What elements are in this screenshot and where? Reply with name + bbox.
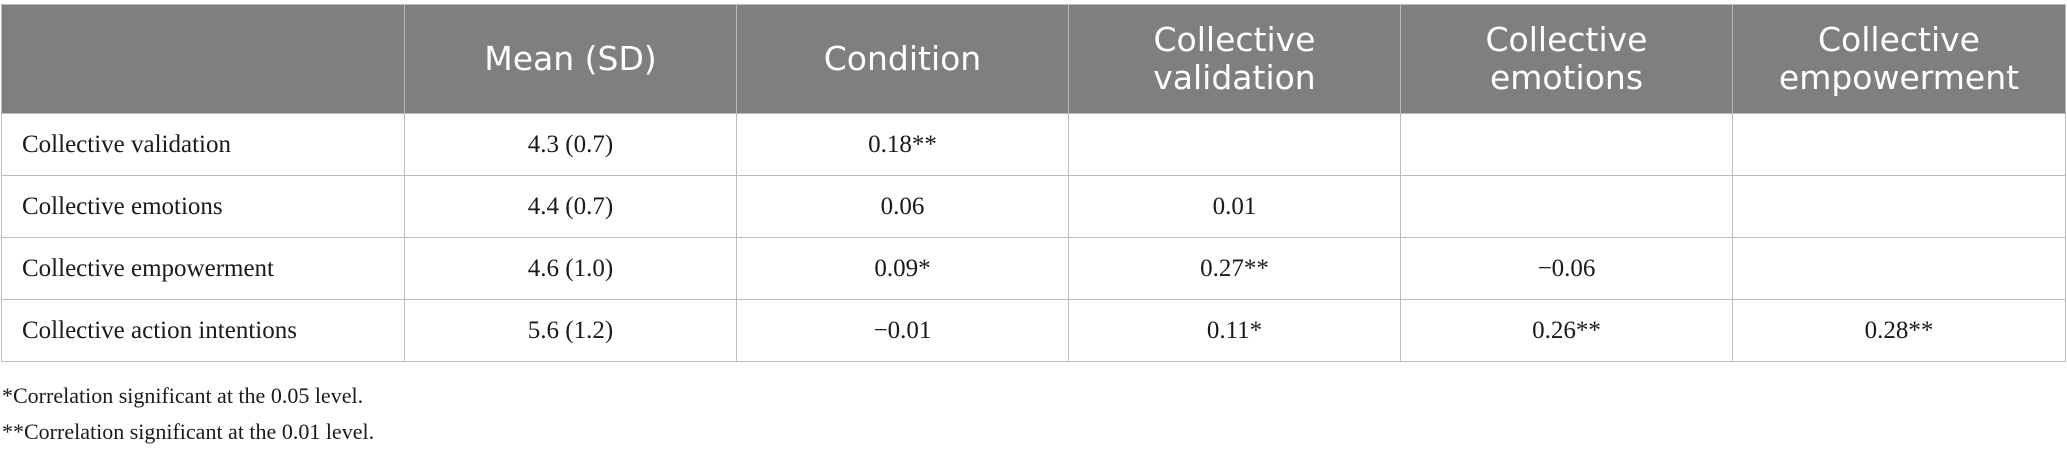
table-cell: 0.18** xyxy=(736,113,1069,176)
header-cell-collective-validation: Collective validation xyxy=(1068,4,1401,114)
table-cell: 4.4 (0.7) xyxy=(404,175,737,238)
table-cell xyxy=(1732,175,2066,238)
table-cell: 0.09* xyxy=(736,237,1069,300)
table-cell: −0.06 xyxy=(1400,237,1733,300)
table-cell xyxy=(1732,237,2066,300)
table-header: Mean (SD) Condition Collective validatio… xyxy=(1,4,2066,114)
table-cell: 5.6 (1.2) xyxy=(404,299,737,362)
header-cell-collective-emotions: Collective emotions xyxy=(1400,4,1733,114)
table-cell: 0.27** xyxy=(1068,237,1401,300)
table-row: Collective validation 4.3 (0.7) 0.18** xyxy=(1,113,2066,176)
table-cell xyxy=(1732,113,2066,176)
table-cell: 4.3 (0.7) xyxy=(404,113,737,176)
correlation-table-container: Mean (SD) Condition Collective validatio… xyxy=(1,4,2066,362)
table-row: Collective emotions 4.4 (0.7) 0.06 0.01 xyxy=(1,175,2066,238)
table-cell: 4.6 (1.0) xyxy=(404,237,737,300)
table-row: Collective empowerment 4.6 (1.0) 0.09* 0… xyxy=(1,237,2066,300)
row-label: Collective empowerment xyxy=(1,237,405,300)
table-cell xyxy=(1400,113,1733,176)
table-cell: 0.06 xyxy=(736,175,1069,238)
table-cell xyxy=(1400,175,1733,238)
footnote-p01: **Correlation significant at the 0.01 le… xyxy=(2,419,375,444)
footnote-p05: *Correlation significant at the 0.05 lev… xyxy=(2,383,364,408)
correlation-table: Mean (SD) Condition Collective validatio… xyxy=(1,4,2066,362)
header-cell-collective-empowerment: Collective empowerment xyxy=(1732,4,2066,114)
row-label: Collective action intentions xyxy=(1,299,405,362)
table-cell: 0.28** xyxy=(1732,299,2066,362)
table-cell xyxy=(1068,113,1401,176)
header-cell-blank xyxy=(1,4,405,114)
table-row: Collective action intentions 5.6 (1.2) −… xyxy=(1,299,2066,362)
row-label: Collective emotions xyxy=(1,175,405,238)
table-cell: 0.01 xyxy=(1068,175,1401,238)
header-cell-condition: Condition xyxy=(736,4,1069,114)
table-footnotes: *Correlation significant at the 0.05 lev… xyxy=(2,378,374,450)
header-row: Mean (SD) Condition Collective validatio… xyxy=(1,4,2066,114)
table-cell: 0.11* xyxy=(1068,299,1401,362)
table-body: Collective validation 4.3 (0.7) 0.18** C… xyxy=(1,113,2066,362)
table-cell: −0.01 xyxy=(736,299,1069,362)
table-cell: 0.26** xyxy=(1400,299,1733,362)
header-cell-mean-sd: Mean (SD) xyxy=(404,4,737,114)
row-label: Collective validation xyxy=(1,113,405,176)
